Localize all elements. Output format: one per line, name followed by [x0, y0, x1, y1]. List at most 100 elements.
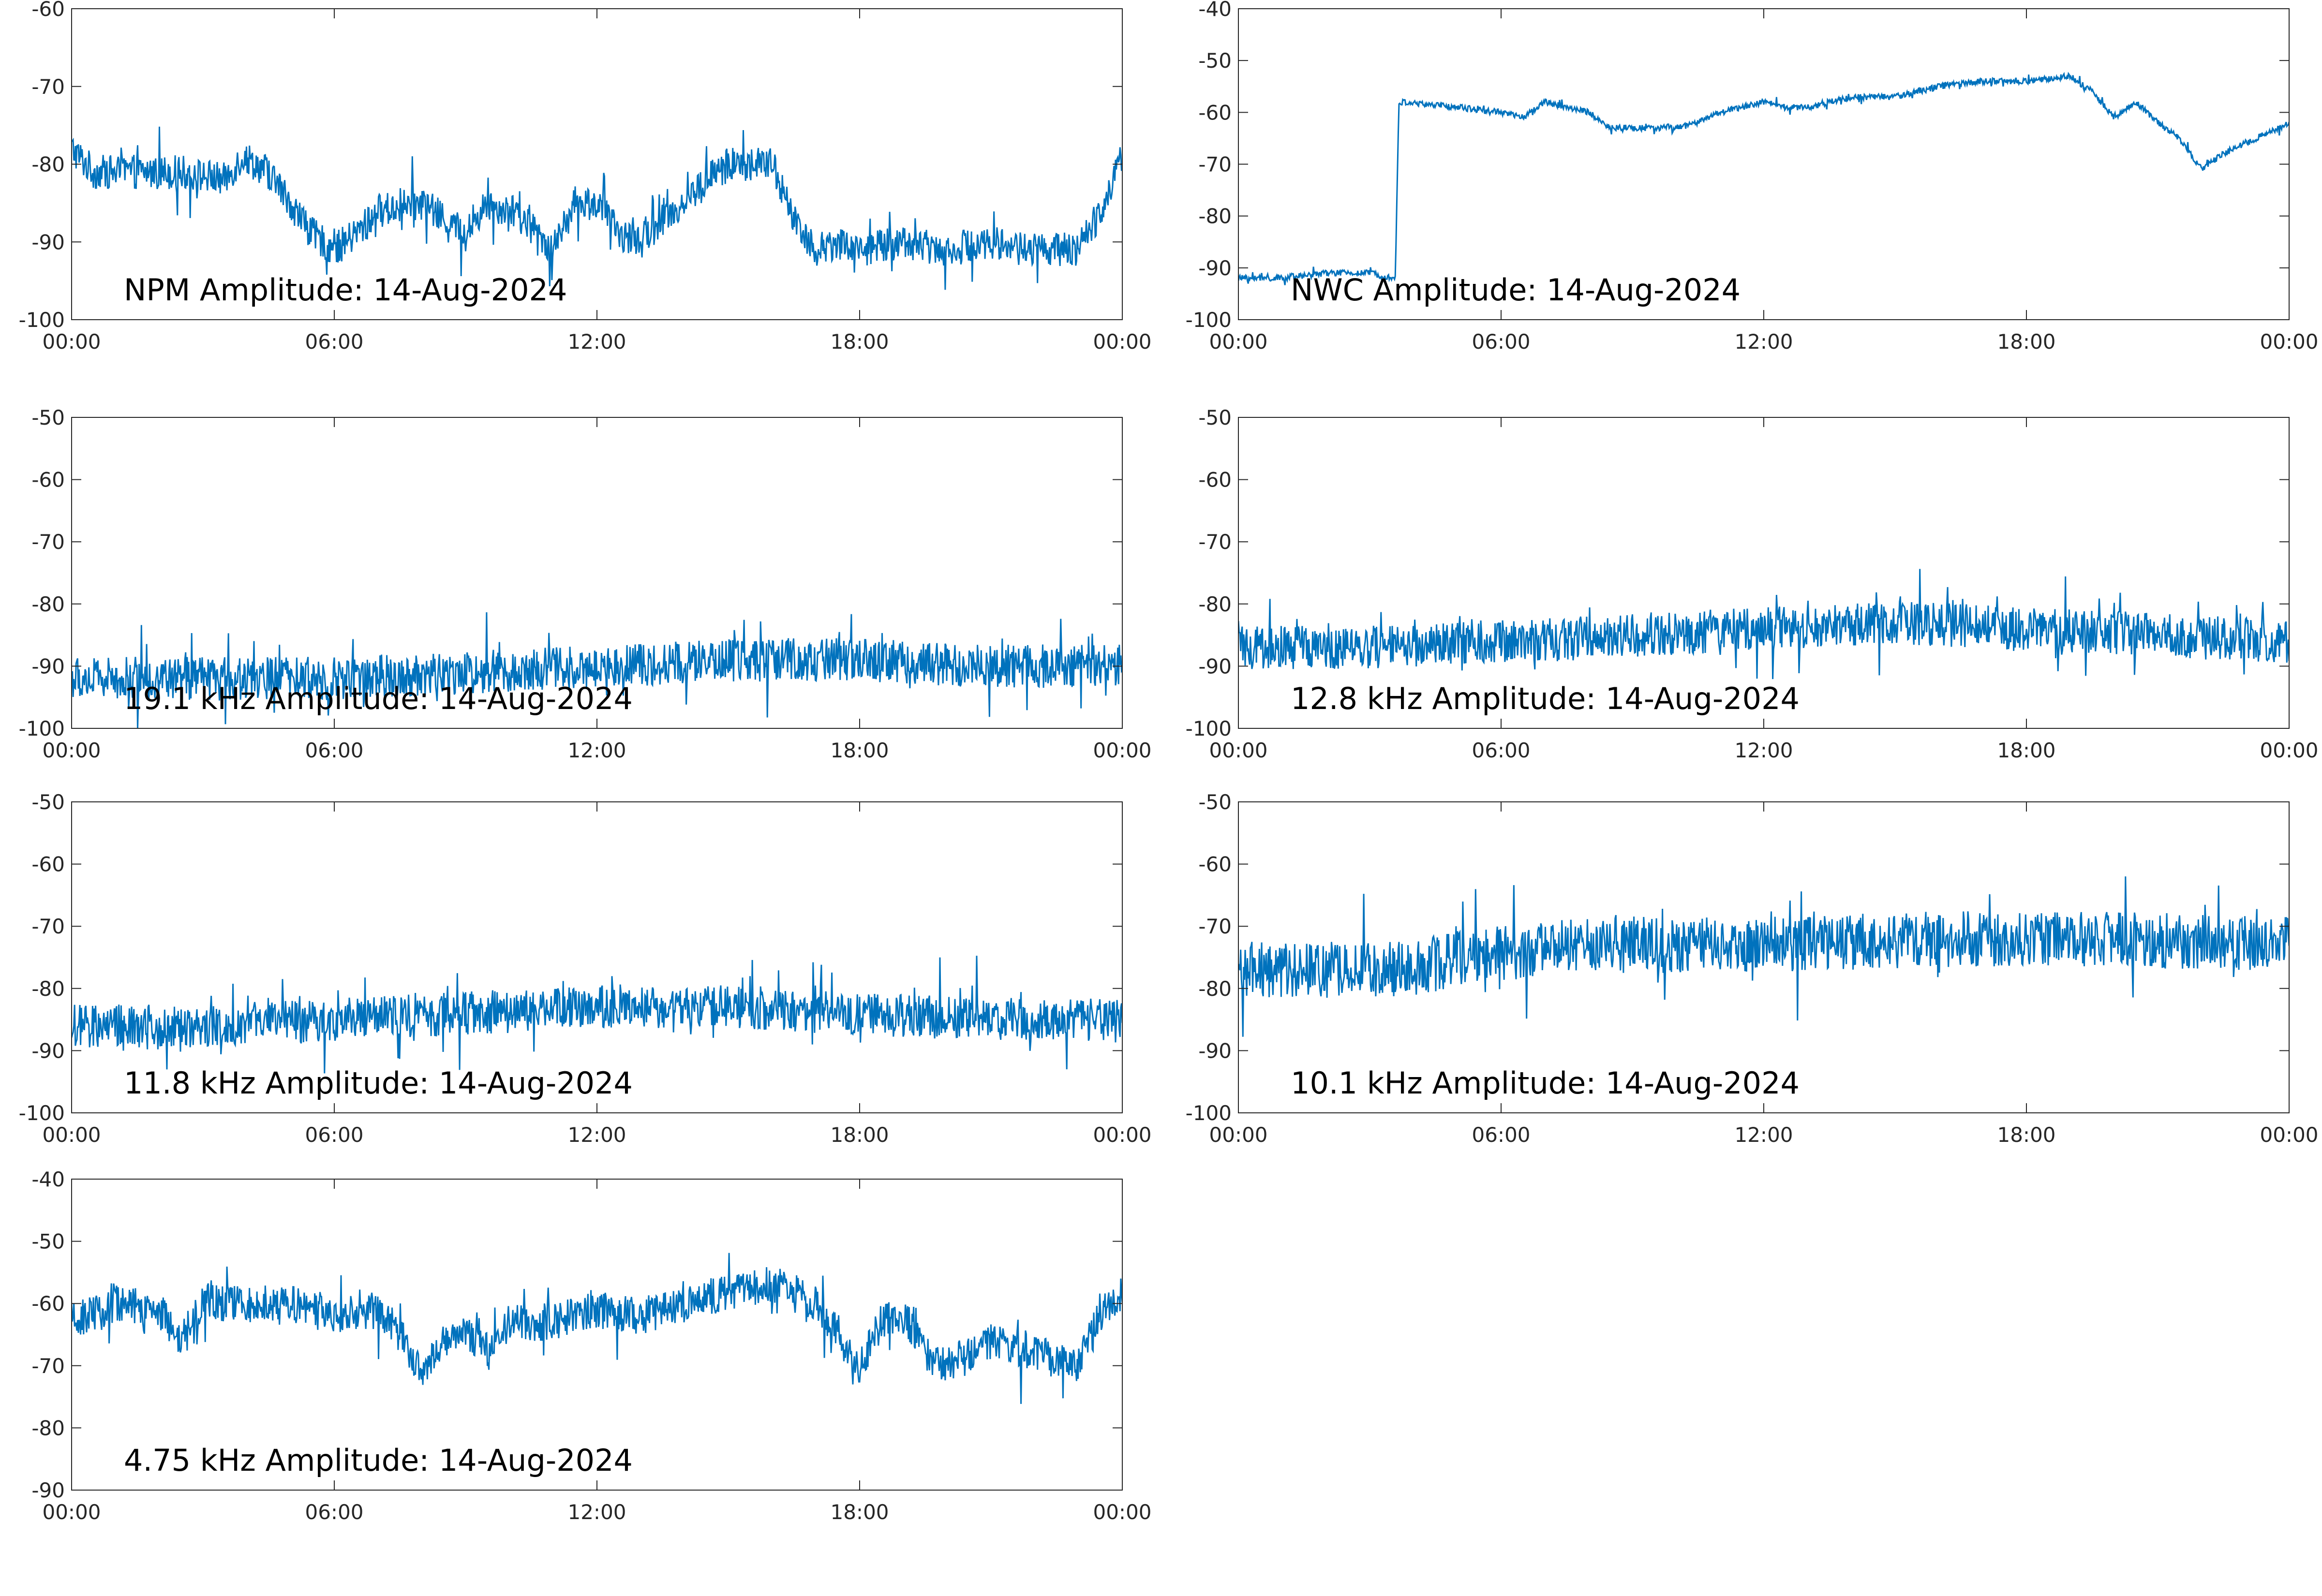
- x-tick-label: 06:00: [305, 1500, 363, 1524]
- x-tick-label: 18:00: [1997, 1123, 2055, 1147]
- y-tick-label: -80: [31, 1416, 65, 1440]
- y-tick-label: -40: [31, 1167, 65, 1191]
- y-tick-label: -100: [19, 717, 65, 740]
- y-tick-label: -80: [1198, 977, 1232, 1001]
- y-tick-label: -60: [31, 1292, 65, 1315]
- x-tick-label: 18:00: [830, 1500, 889, 1524]
- x-tick-label: 00:00: [1209, 330, 1267, 354]
- x-tick-label: 00:00: [1093, 330, 1151, 354]
- y-tick-label: -40: [1198, 0, 1232, 21]
- y-tick-label: -80: [31, 592, 65, 616]
- series-line: [72, 612, 1122, 728]
- chart-title: 19.1 kHz Amplitude: 14-Aug-2024: [124, 681, 633, 716]
- x-tick-label: 00:00: [1093, 1123, 1151, 1147]
- x-tick-label: 00:00: [1093, 1500, 1151, 1524]
- y-tick-label: -90: [1198, 256, 1232, 280]
- x-tick-label: 12:00: [567, 739, 626, 762]
- x-tick-label: 00:00: [42, 1123, 101, 1147]
- y-tick-label: -90: [31, 230, 65, 254]
- x-tick-label: 12:00: [567, 1500, 626, 1524]
- chart-panel-4: -100 -90 -80 -70 -60 -50 00:00 06:00 12:00 18:00 0…: [1186, 406, 2319, 762]
- y-tick-label: -50: [31, 406, 65, 429]
- y-tick-label: -50: [1198, 49, 1232, 73]
- chart-panel-5: -100 -90 -80 -70 -60 -50 00:00 06:00 12:00 18:00 0…: [19, 790, 1152, 1147]
- x-tick-label: 06:00: [305, 1123, 363, 1147]
- x-tick-label: 06:00: [1472, 330, 1530, 354]
- chart-title: NPM Amplitude: 14-Aug-2024: [124, 272, 567, 308]
- y-tick-label: -80: [31, 977, 65, 1001]
- y-tick-label: -70: [31, 530, 65, 554]
- y-tick-label: -90: [31, 1039, 65, 1063]
- x-tick-label: 06:00: [305, 739, 363, 762]
- x-tick-label: 06:00: [305, 330, 363, 354]
- x-tick-label: 00:00: [2260, 739, 2318, 762]
- x-tick-label: 00:00: [1209, 1123, 1267, 1147]
- x-tick-label: 18:00: [830, 1123, 889, 1147]
- y-tick-label: -60: [1198, 468, 1232, 492]
- series-line: [1238, 72, 2289, 285]
- x-tick-label: 00:00: [42, 739, 101, 762]
- series-line: [1238, 569, 2289, 680]
- series-line: [1238, 876, 2289, 1037]
- y-tick-label: -90: [31, 1478, 65, 1502]
- x-tick-label: 18:00: [830, 330, 889, 354]
- y-tick-label: -60: [1198, 101, 1232, 124]
- chart-title: 11.8 kHz Amplitude: 14-Aug-2024: [124, 1065, 633, 1101]
- x-tick-label: 18:00: [830, 739, 889, 762]
- x-tick-label: 12:00: [567, 1123, 626, 1147]
- y-tick-label: -50: [1198, 406, 1232, 429]
- y-tick-label: -60: [31, 853, 65, 876]
- y-tick-label: -50: [31, 790, 65, 814]
- y-tick-label: -70: [31, 915, 65, 938]
- chart-panel-7: -90 -80 -70 -60 -50 -40 00:00 06:00 12:00 18:00 00…: [31, 1167, 1151, 1524]
- x-tick-label: 06:00: [1472, 739, 1530, 762]
- y-tick-label: -90: [1198, 654, 1232, 678]
- x-tick-label: 12:00: [1734, 739, 1793, 762]
- y-tick-label: -100: [1186, 717, 1232, 740]
- y-tick-label: -70: [31, 1354, 65, 1378]
- y-tick-label: -80: [1198, 205, 1232, 228]
- y-tick-label: -50: [1198, 790, 1232, 814]
- y-tick-label: -60: [1198, 853, 1232, 876]
- chart-title: 10.1 kHz Amplitude: 14-Aug-2024: [1291, 1065, 1800, 1101]
- y-tick-label: -70: [31, 75, 65, 99]
- chart-panel-2: -100 -90 -80 -70 -60 -50 -40 00:00 06:00 12:00 18:…: [1186, 0, 2319, 354]
- chart-panel-3: -100 -90 -80 -70 -60 -50 00:00 06:00 12:00 18:00 0…: [19, 406, 1152, 762]
- y-tick-label: -60: [31, 468, 65, 492]
- x-tick-label: 00:00: [2260, 1123, 2318, 1147]
- x-tick-label: 06:00: [1472, 1123, 1530, 1147]
- y-tick-label: -90: [31, 654, 65, 678]
- y-tick-label: -80: [1198, 592, 1232, 616]
- series-line: [72, 956, 1122, 1074]
- x-tick-label: 12:00: [567, 330, 626, 354]
- x-tick-label: 18:00: [1997, 739, 2055, 762]
- y-tick-label: -100: [1186, 308, 1232, 332]
- x-tick-label: 00:00: [42, 1500, 101, 1524]
- x-tick-label: 12:00: [1734, 1123, 1793, 1147]
- chart-title: NWC Amplitude: 14-Aug-2024: [1291, 272, 1741, 308]
- chart-panel-1: -100 -90 -80 -70 -60 00:00 06:00 12:00 18:00 00:0…: [19, 0, 1152, 354]
- x-tick-label: 18:00: [1997, 330, 2055, 354]
- y-tick-label: -100: [19, 1101, 65, 1125]
- chart-title: 4.75 kHz Amplitude: 14-Aug-2024: [124, 1443, 633, 1478]
- y-tick-label: -90: [1198, 1039, 1232, 1063]
- y-tick-label: -100: [1186, 1101, 1232, 1125]
- y-tick-label: -70: [1198, 530, 1232, 554]
- y-tick-label: -100: [19, 308, 65, 332]
- y-tick-label: -50: [31, 1230, 65, 1254]
- series-line: [72, 1253, 1122, 1404]
- chart-title: 12.8 kHz Amplitude: 14-Aug-2024: [1291, 681, 1800, 716]
- series-line: [72, 126, 1122, 290]
- y-tick-label: -70: [1198, 915, 1232, 938]
- y-tick-label: -80: [31, 153, 65, 177]
- y-tick-label: -60: [31, 0, 65, 21]
- chart-panel-6: -100 -90 -80 -70 -60 -50 00:00 06:00 12:00 18:00 0…: [1186, 790, 2319, 1147]
- x-tick-label: 00:00: [2260, 330, 2318, 354]
- x-tick-label: 00:00: [1209, 739, 1267, 762]
- x-tick-label: 12:00: [1734, 330, 1793, 354]
- x-tick-label: 00:00: [1093, 739, 1151, 762]
- y-tick-label: -70: [1198, 153, 1232, 177]
- x-tick-label: 00:00: [42, 330, 101, 354]
